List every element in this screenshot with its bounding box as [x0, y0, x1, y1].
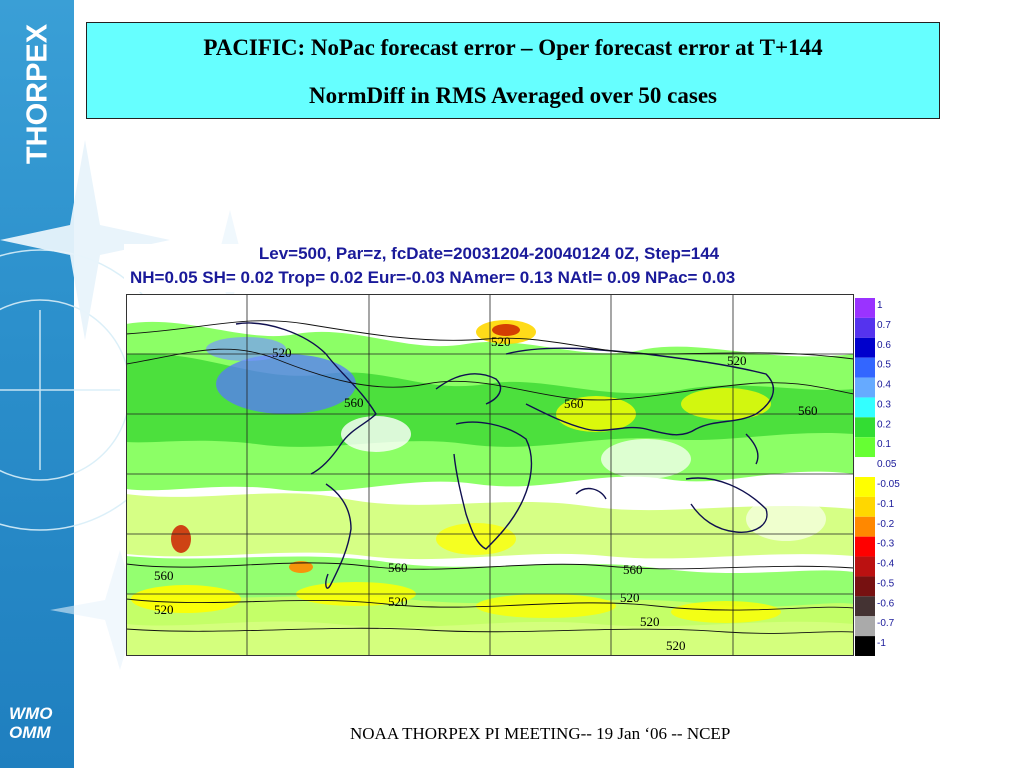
colorbar-legend: 1 0.7 0.6 0.5 0.4 0.3 0.2 0.1 0.05 -0.05 -0.1 -0.2 -… [855, 298, 900, 656]
colorbar-label: 0.3 [877, 399, 891, 410]
contour-label: 520 [272, 345, 292, 360]
slide-title: PACIFIC: NoPac forecast error – Oper for… [203, 35, 823, 60]
colorbar-swatch [855, 616, 875, 637]
contour-label: 520 [640, 614, 660, 629]
map-contours [126, 320, 854, 634]
colorbar-label: 0.7 [877, 320, 891, 331]
colorbar-label: 0.2 [877, 419, 891, 430]
colorbar-swatch [855, 317, 875, 338]
colorbar-label: 0.6 [877, 340, 891, 351]
contour-label: 520 [727, 353, 747, 368]
colorbar-label: 0.1 [877, 439, 891, 450]
contour-label: 560 [154, 568, 174, 583]
colorbar-label: 1 [877, 300, 883, 311]
colorbar-label: -0.1 [877, 499, 895, 510]
contour-label: 560 [623, 562, 643, 577]
wmo-logo: WMO OMM [9, 704, 52, 742]
map-header: Lev=500, Par=z, fcDate=20031204-20040124… [124, 244, 854, 292]
logo-line1: WMO [9, 704, 53, 723]
slide-footer: NOAA THORPEX PI MEETING-- 19 Jan ‘06 -- … [350, 724, 731, 743]
map-frame [126, 294, 854, 656]
contour-label: 560 [798, 403, 818, 418]
contour-label: 520 [491, 334, 511, 349]
colorbar-swatch [855, 377, 875, 398]
colorbar-swatch [855, 298, 875, 318]
colorbar-swatch [855, 556, 875, 577]
contour-label: 520 [666, 638, 686, 653]
colorbar-label: -0.05 [877, 479, 900, 490]
colorbar-swatch [855, 576, 875, 597]
colorbar-swatch [855, 516, 875, 537]
colorbar-label: -0.4 [877, 559, 895, 570]
contour-label: 520 [388, 594, 408, 609]
contour-label: 520 [620, 590, 640, 605]
title-box: PACIFIC: NoPac forecast error – Oper for… [86, 22, 940, 119]
colorbar-label: -1 [877, 638, 886, 649]
colorbar-swatch [855, 477, 875, 497]
colorbar-swatch [855, 357, 875, 378]
contour-labels: 520 520 560 560 560 520 560 520 560 560 … [154, 334, 818, 653]
logo-line2: OMM [9, 723, 51, 742]
colorbar-label: -0.6 [877, 598, 895, 609]
colorbar-label: -0.2 [877, 519, 895, 530]
colorbar-swatch [855, 636, 875, 656]
colorbar-label: 0.05 [877, 459, 897, 470]
colorbar-label: -0.7 [877, 618, 895, 629]
colorbar-label: 0.5 [877, 360, 891, 371]
map-coastlines [235, 322, 775, 589]
colorbar-swatch [855, 337, 875, 358]
world-map-panel: 520 520 560 560 560 520 560 520 560 560 … [126, 294, 854, 656]
contour-label: 560 [388, 560, 408, 575]
slide-subtitle: NormDiff in RMS Averaged over 50 cases [309, 83, 717, 108]
colorbar-swatch [855, 397, 875, 418]
map-gridlines [126, 294, 854, 656]
map-header-line2: NH=0.05 SH= 0.02 Trop= 0.02 Eur=-0.03 NA… [130, 268, 736, 287]
colorbar-swatch [855, 536, 875, 557]
colorbar-label: -0.3 [877, 539, 895, 550]
colorbar-swatch [855, 457, 875, 477]
colorbar-swatch [855, 417, 875, 438]
colorbar-swatch [855, 496, 875, 517]
map-header-line1: Lev=500, Par=z, fcDate=20031204-20040124… [258, 244, 720, 263]
colorbar-label: 0.4 [877, 380, 891, 391]
colorbar-label: -0.5 [877, 578, 895, 589]
contour-label: 520 [154, 602, 174, 617]
colorbar-swatch [855, 437, 875, 458]
colorbar-swatch [855, 596, 875, 617]
contour-label: 560 [564, 396, 584, 411]
contour-label: 560 [344, 395, 364, 410]
sidebar-banner: THORPEX WMO OMM [0, 0, 74, 768]
